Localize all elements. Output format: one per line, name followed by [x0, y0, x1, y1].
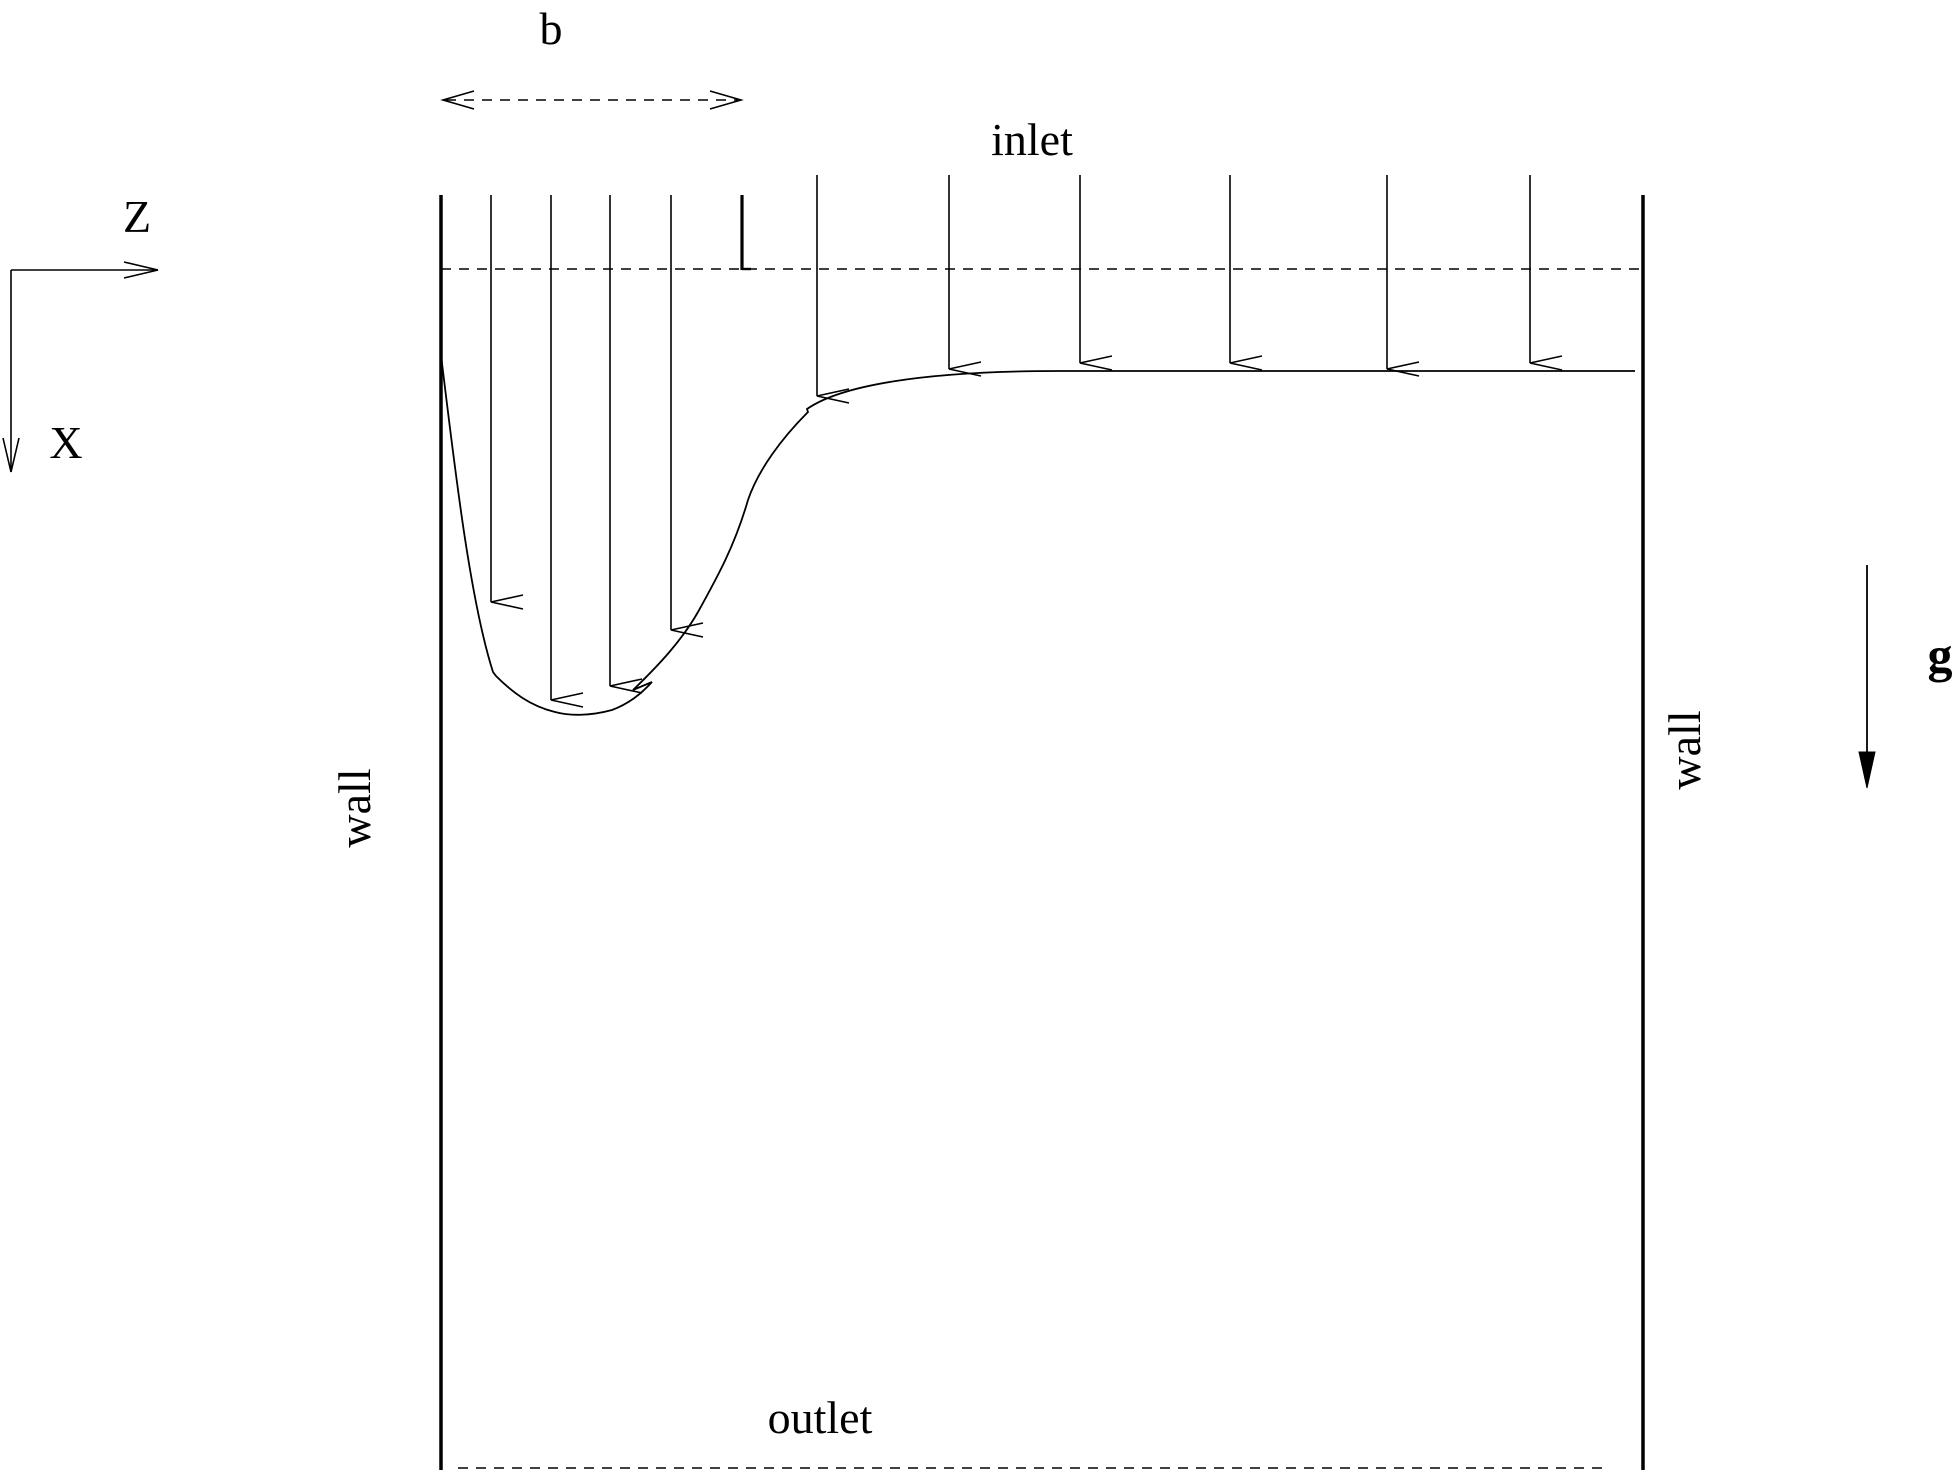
- inlet-label: inlet: [991, 114, 1073, 165]
- inlet-velocity-arrows: [490, 175, 1563, 708]
- b-width-indicator: [440, 90, 744, 110]
- left-wall-label: wall: [329, 768, 380, 847]
- outlet-label: outlet: [768, 1392, 873, 1443]
- gravity-label: g: [1928, 627, 1953, 683]
- right-wall-label: wall: [1659, 710, 1710, 789]
- z-axis-label: Z: [123, 191, 151, 242]
- b-label: b: [540, 3, 563, 54]
- coordinate-axes: [2, 261, 159, 473]
- x-axis-label: X: [49, 417, 82, 468]
- velocity-profile-curve: [440, 354, 1635, 716]
- gravity-arrow: [1858, 565, 1876, 789]
